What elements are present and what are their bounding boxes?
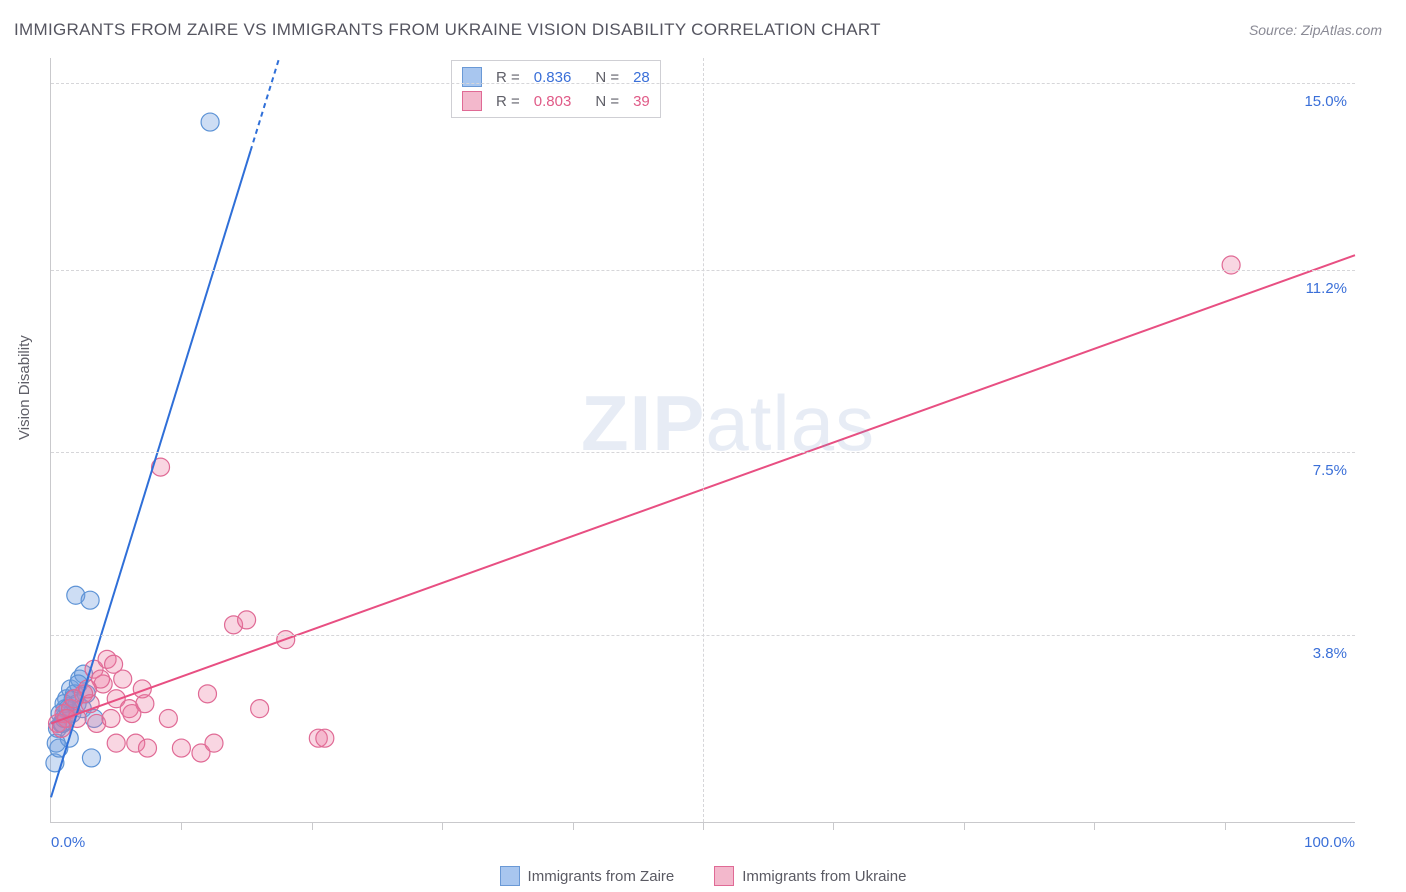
x-tick xyxy=(573,822,574,830)
regression-line-dashed xyxy=(251,58,280,151)
x-tick-label: 100.0% xyxy=(1304,834,1355,851)
r-value: 0.803 xyxy=(534,93,572,110)
y-tick-label: 11.2% xyxy=(1306,280,1347,297)
data-point xyxy=(238,611,256,629)
x-tick xyxy=(312,822,313,830)
data-point xyxy=(81,591,99,609)
legend-item-zaire: Immigrants from Zaire xyxy=(500,866,675,886)
data-point xyxy=(205,734,223,752)
data-point xyxy=(105,655,123,673)
swatch-ukraine xyxy=(714,866,734,886)
data-point xyxy=(198,685,216,703)
swatch-icon xyxy=(462,91,482,111)
data-point xyxy=(251,700,269,718)
data-point xyxy=(138,739,156,757)
data-point xyxy=(107,734,125,752)
gridline-v xyxy=(703,58,704,822)
data-point xyxy=(102,709,120,727)
source-attribution: Source: ZipAtlas.com xyxy=(1249,22,1382,38)
data-point xyxy=(159,709,177,727)
data-point xyxy=(123,705,141,723)
x-tick xyxy=(703,822,704,830)
y-axis-label: Vision Disability xyxy=(16,335,33,440)
swatch-icon xyxy=(462,67,482,87)
n-label: N = xyxy=(595,93,619,110)
legend-stats: R =0.836N =28 R = 0.803 N = 39 xyxy=(451,60,661,118)
y-tick-label: 7.5% xyxy=(1313,462,1347,479)
legend-series: Immigrants from Zaire Immigrants from Uk… xyxy=(0,866,1406,886)
x-tick xyxy=(181,822,182,830)
data-point xyxy=(172,739,190,757)
swatch-zaire xyxy=(500,866,520,886)
legend-label-ukraine: Immigrants from Ukraine xyxy=(742,868,906,885)
y-tick-label: 3.8% xyxy=(1313,645,1347,662)
legend-label-zaire: Immigrants from Zaire xyxy=(528,868,675,885)
chart-title: IMMIGRANTS FROM ZAIRE VS IMMIGRANTS FROM… xyxy=(14,20,881,40)
plot-area: ZIPatlas R =0.836N =28R =0.803N =39 3.8%… xyxy=(50,58,1355,823)
x-tick xyxy=(442,822,443,830)
legend-item-ukraine: Immigrants from Ukraine xyxy=(714,866,906,886)
x-tick xyxy=(833,822,834,830)
x-tick xyxy=(1225,822,1226,830)
x-tick xyxy=(964,822,965,830)
data-point xyxy=(316,729,334,747)
y-tick-label: 15.0% xyxy=(1304,93,1347,110)
data-point xyxy=(201,113,219,131)
x-tick-label: 0.0% xyxy=(51,834,85,851)
data-point xyxy=(82,749,100,767)
legend-stats-row: R = 0.803 N = 39 xyxy=(462,89,650,113)
x-tick xyxy=(1094,822,1095,830)
data-point xyxy=(1222,256,1240,274)
r-label: R = xyxy=(496,93,520,110)
legend-stats-row: R =0.836N =28 xyxy=(462,65,650,89)
n-value: 39 xyxy=(633,93,650,110)
